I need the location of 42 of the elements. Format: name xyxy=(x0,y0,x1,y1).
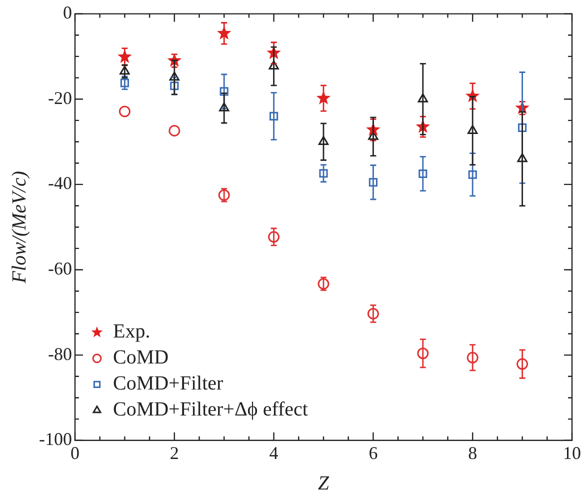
x-axis-title: Z xyxy=(318,472,330,494)
x-tick-label: 4 xyxy=(269,442,278,463)
point xyxy=(517,153,528,162)
point xyxy=(118,106,130,118)
legend-label: CoMD xyxy=(112,346,169,369)
y-tick-label: -100 xyxy=(38,429,72,450)
point xyxy=(468,170,477,179)
point xyxy=(220,87,228,96)
point xyxy=(468,124,478,134)
point xyxy=(219,102,230,112)
y-axis-title: Flow/(MeV/c) xyxy=(8,170,30,284)
point xyxy=(169,72,180,81)
legend-label: Exp. xyxy=(112,320,150,343)
point xyxy=(318,136,329,146)
point xyxy=(367,308,379,320)
point xyxy=(516,358,528,370)
point xyxy=(418,169,428,178)
y-tick-label: -80 xyxy=(48,344,72,364)
legend-label: CoMD+Filter xyxy=(112,372,224,395)
x-tick-label: 6 xyxy=(368,442,378,463)
point xyxy=(466,352,478,364)
point xyxy=(168,124,180,136)
point xyxy=(170,82,179,90)
point xyxy=(417,348,429,360)
point xyxy=(268,231,280,243)
x-tick-label: 10 xyxy=(563,442,581,463)
y-tick-label: -20 xyxy=(48,88,72,108)
point xyxy=(120,78,129,88)
point xyxy=(518,123,527,132)
point xyxy=(270,112,278,120)
y-tick-label: -60 xyxy=(48,258,72,278)
x-tick-label: 2 xyxy=(170,442,179,463)
legend-label: CoMD+Filter+Δϕ effect xyxy=(112,398,308,421)
point xyxy=(319,169,328,178)
point xyxy=(268,60,279,70)
point xyxy=(418,93,428,102)
point xyxy=(318,278,330,290)
x-tick-label: 8 xyxy=(468,442,478,463)
point xyxy=(368,178,378,187)
point xyxy=(120,66,130,75)
y-tick-label: 0 xyxy=(62,2,72,23)
y-tick-label: -40 xyxy=(48,173,72,194)
